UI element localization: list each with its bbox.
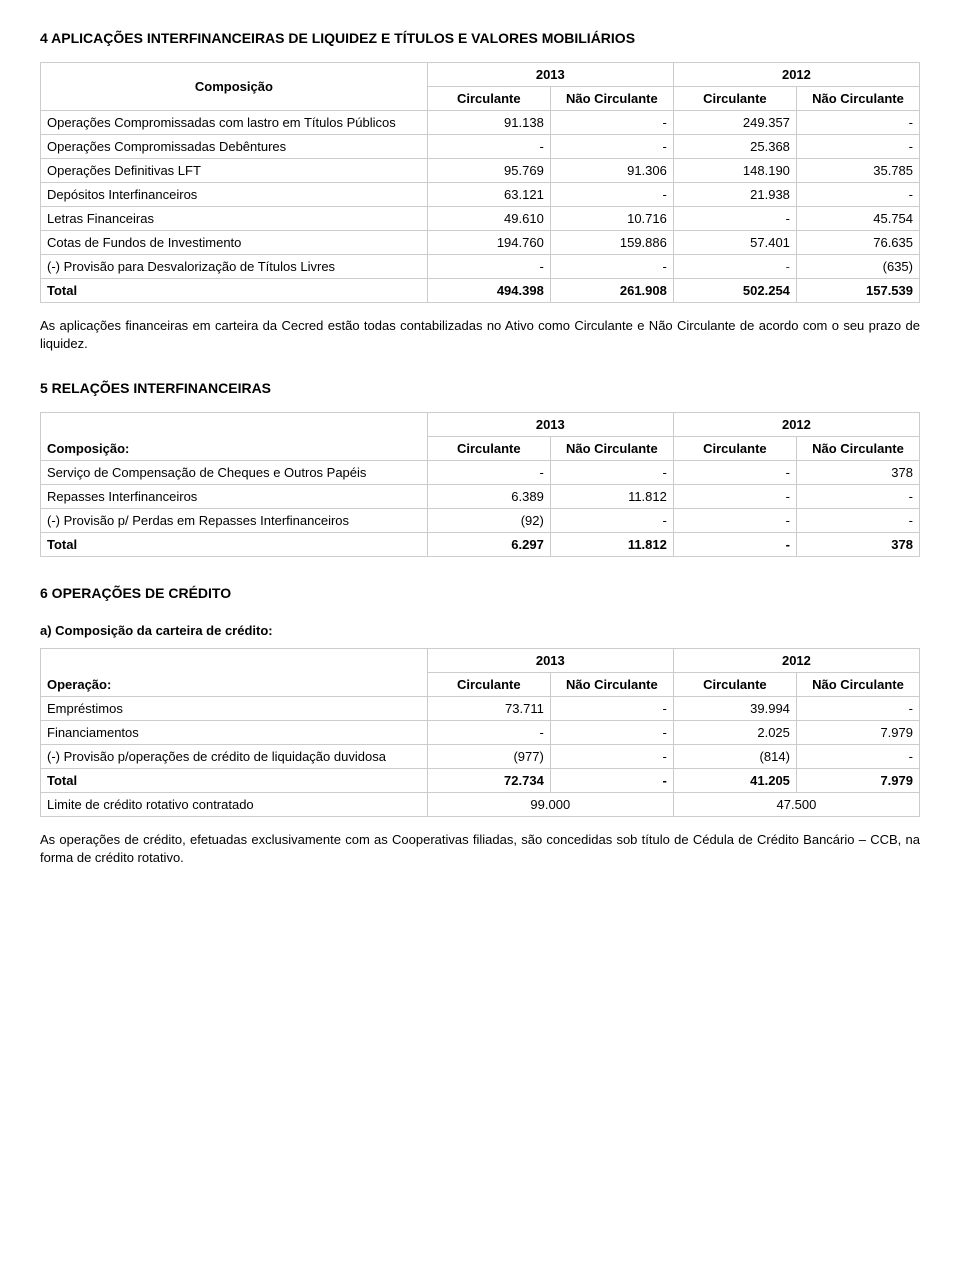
sec5-total-row: Total6.29711.812-378: [41, 533, 920, 557]
sec4-body: Operações Compromissadas com lastro em T…: [41, 111, 920, 303]
sec6-nc2-head: Não Circulante: [796, 673, 919, 697]
table-row: Cotas de Fundos de Investimento194.76015…: [41, 231, 920, 255]
sec6-year1: 2013: [427, 649, 673, 673]
sec6-c2-head: Circulante: [673, 673, 796, 697]
table-row: Empréstimos73.711-39.994-: [41, 697, 920, 721]
sec4-year1: 2013: [427, 63, 673, 87]
sec4-total-row: Total494.398261.908502.254157.539: [41, 279, 920, 303]
sec5-nc2-head: Não Circulante: [796, 437, 919, 461]
table-row: Operações Compromissadas Debêntures--25.…: [41, 135, 920, 159]
sec6-note: As operações de crédito, efetuadas exclu…: [40, 831, 920, 866]
table-row: (-) Provisão p/operações de crédito de l…: [41, 745, 920, 769]
sec5-c1-head: Circulante: [427, 437, 550, 461]
table-row: Serviço de Compensação de Cheques e Outr…: [41, 461, 920, 485]
section5-table: Composição: 2013 2012 Circulante Não Cir…: [40, 412, 920, 557]
section4-table: Composição 2013 2012 Circulante Não Circ…: [40, 62, 920, 303]
sec5-nc1-head: Não Circulante: [550, 437, 673, 461]
sec4-note: As aplicações financeiras em carteira da…: [40, 317, 920, 352]
section5-title: 5 RELAÇÕES INTERFINANCEIRAS: [40, 380, 920, 396]
sec4-rowhead: Composição: [41, 63, 428, 111]
sec4-nc1-head: Não Circulante: [550, 87, 673, 111]
sec6-nc1-head: Não Circulante: [550, 673, 673, 697]
section6a-subtitle: a) Composição da carteira de crédito:: [40, 623, 920, 638]
table-row: Repasses Interfinanceiros6.38911.812--: [41, 485, 920, 509]
table-row: Depósitos Interfinanceiros63.121-21.938-: [41, 183, 920, 207]
section6-title: 6 OPERAÇÕES DE CRÉDITO: [40, 585, 920, 601]
table-row: Operações Compromissadas com lastro em T…: [41, 111, 920, 135]
sec5-rowhead: Composição:: [41, 413, 428, 461]
section6-table: Operação: 2013 2012 Circulante Não Circu…: [40, 648, 920, 817]
sec6-rowhead: Operação:: [41, 649, 428, 697]
sec6-total-row: Total72.734-41.2057.979: [41, 769, 920, 793]
sec6-limit-row: Limite de crédito rotativo contratado 99…: [41, 793, 920, 817]
sec4-year2: 2012: [673, 63, 919, 87]
sec5-c2-head: Circulante: [673, 437, 796, 461]
sec4-c1-head: Circulante: [427, 87, 550, 111]
table-row: Letras Financeiras49.61010.716-45.754: [41, 207, 920, 231]
sec6-year2: 2012: [673, 649, 919, 673]
table-row: Financiamentos--2.0257.979: [41, 721, 920, 745]
sec4-nc2-head: Não Circulante: [796, 87, 919, 111]
sec5-year2: 2012: [673, 413, 919, 437]
sec4-c2-head: Circulante: [673, 87, 796, 111]
table-row: (-) Provisão para Desvalorização de Títu…: [41, 255, 920, 279]
sec5-year1: 2013: [427, 413, 673, 437]
table-row: (-) Provisão p/ Perdas em Repasses Inter…: [41, 509, 920, 533]
section4-title: 4 APLICAÇÕES INTERFINANCEIRAS DE LIQUIDE…: [40, 30, 920, 46]
table-row: Operações Definitivas LFT95.76991.306148…: [41, 159, 920, 183]
sec6-c1-head: Circulante: [427, 673, 550, 697]
